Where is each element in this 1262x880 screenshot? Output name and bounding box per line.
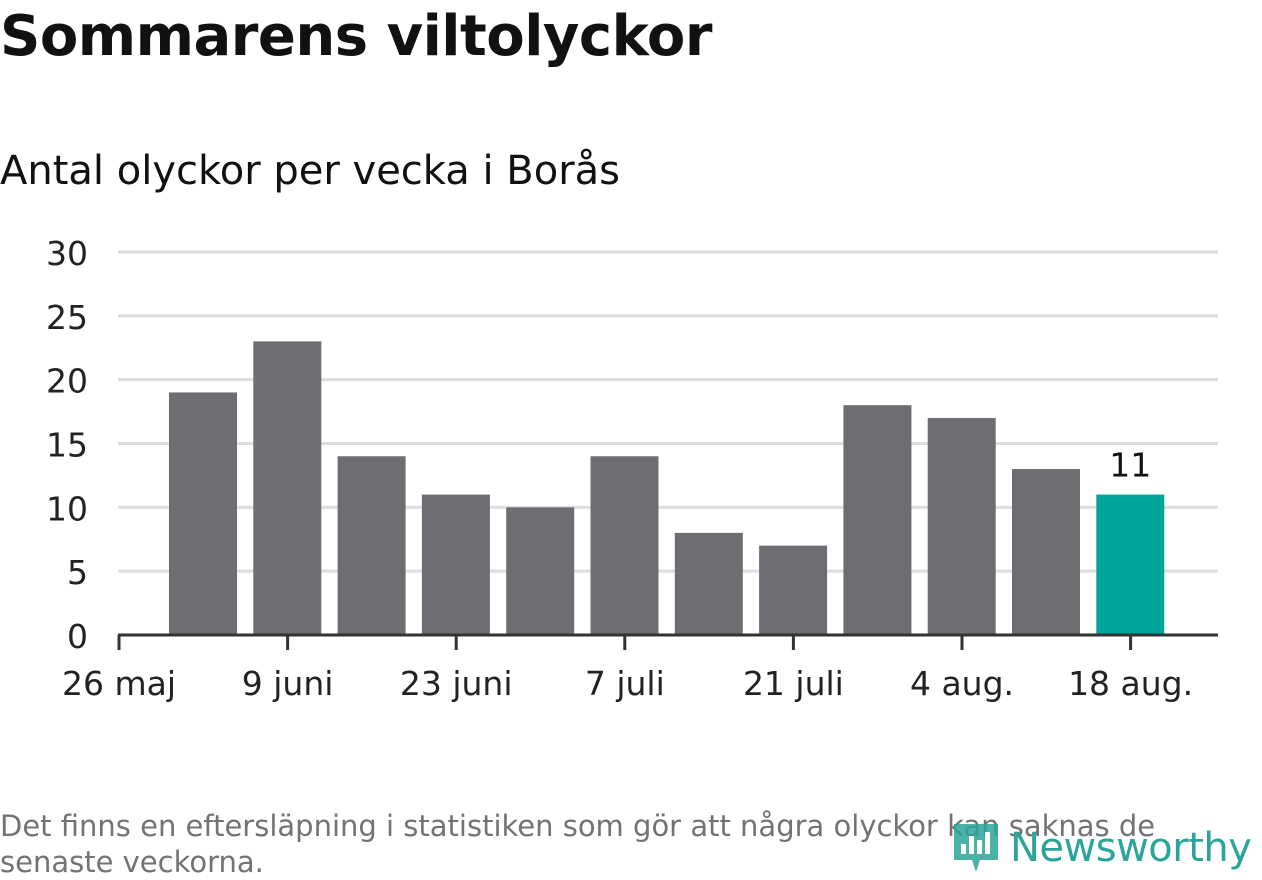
y-tick-label: 10 — [46, 489, 88, 528]
bar — [421, 494, 490, 635]
page-title: Sommarens viltolyckor — [0, 4, 712, 69]
bar — [1096, 494, 1165, 635]
newsworthy-logo: Newsworthy — [950, 820, 1252, 876]
y-tick-label: 25 — [46, 298, 88, 337]
logo-text: Newsworthy — [1010, 825, 1252, 871]
bar — [253, 341, 322, 635]
x-tick-label: 9 juni — [242, 664, 334, 703]
newsworthy-logo-icon — [954, 824, 998, 872]
bar-chart: 0 5 10 15 20 25 30 11 26 maj 9 juni 23 juni 7 jul… — [46, 234, 1218, 703]
y-tick-label: 15 — [46, 426, 88, 465]
y-tick-label: 20 — [46, 362, 88, 401]
y-tick-label: 5 — [67, 553, 88, 592]
x-tick-label: 4 aug. — [910, 664, 1014, 703]
x-axis: 26 maj 9 juni 23 juni 7 juli 21 juli 4 aug. 18… — [62, 633, 1218, 703]
data-labels: 11 — [1109, 446, 1151, 485]
x-tick-label: 26 maj — [62, 664, 176, 703]
bar — [1012, 469, 1080, 635]
bar — [674, 532, 743, 635]
x-tick-label: 23 juni — [400, 664, 513, 703]
y-axis-ticks: 0 5 10 15 20 25 30 — [46, 234, 88, 656]
y-tick-label: 0 — [67, 617, 88, 656]
bar — [759, 545, 828, 635]
bar — [843, 405, 912, 635]
x-tick-label: 7 juli — [585, 664, 665, 703]
y-tick-label: 30 — [46, 234, 88, 273]
x-tick-label: 21 juli — [743, 664, 844, 703]
data-label: 11 — [1109, 446, 1151, 485]
bar — [590, 456, 659, 635]
x-tick-label: 18 aug. — [1068, 664, 1193, 703]
bar — [506, 507, 575, 635]
bar — [927, 417, 996, 635]
bar — [337, 456, 406, 635]
bars — [169, 341, 1165, 635]
bar — [169, 392, 237, 635]
chart-subtitle: Antal olyckor per vecka i Borås — [0, 148, 621, 194]
